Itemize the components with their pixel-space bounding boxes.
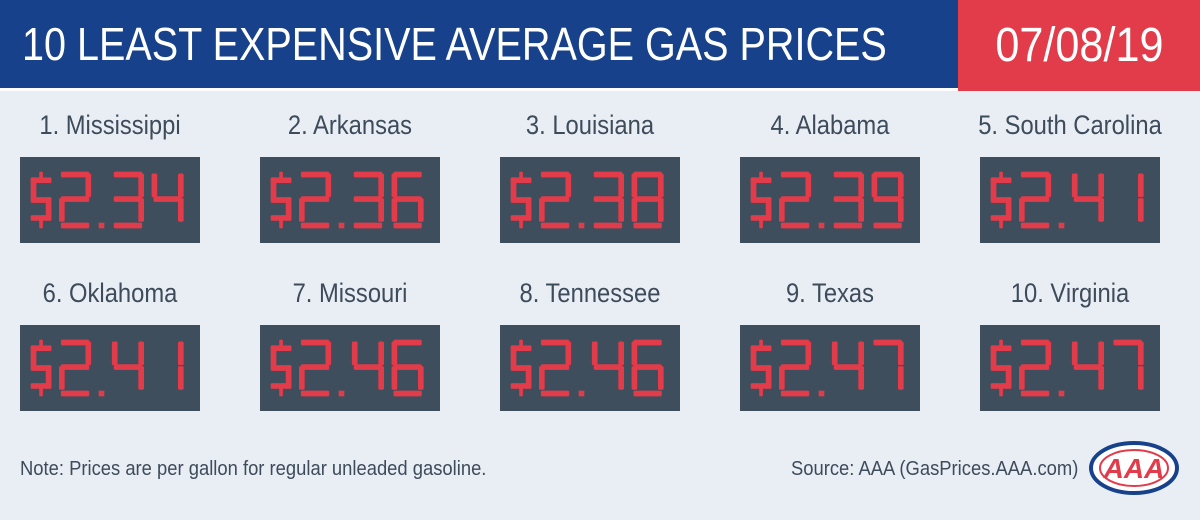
header: 10 LEAST EXPENSIVE AVERAGE GAS PRICES 07… — [0, 0, 1200, 91]
dollar-sign — [990, 171, 1012, 229]
decimal-point — [338, 222, 345, 229]
decimal-point — [1058, 390, 1065, 397]
digit-6 — [391, 339, 424, 397]
state-label: 2. Arkansas — [287, 110, 413, 140]
state-label: 10. Virginia — [1010, 278, 1130, 308]
seven-segment-price — [750, 171, 904, 229]
footer-source: Source: AAA (GasPrices.AAA.com) — [790, 458, 1078, 480]
dollar-sign — [270, 339, 292, 397]
seven-segment-price — [270, 339, 424, 397]
digit-6 — [631, 339, 664, 397]
dollar-sign — [30, 339, 52, 397]
dollar-sign — [750, 339, 772, 397]
state-label: 8. Tennessee — [519, 278, 661, 308]
dollar-sign — [510, 339, 532, 397]
price-display: $2.41 — [980, 157, 1160, 243]
seven-segment-price — [750, 339, 904, 397]
price-display: $2.39 — [740, 157, 920, 243]
decimal-point — [98, 390, 105, 397]
title-bar: 10 LEAST EXPENSIVE AVERAGE GAS PRICES — [0, 0, 958, 91]
digit-9 — [871, 171, 904, 229]
digit-2 — [1019, 171, 1052, 229]
state-label: 3. Louisiana — [525, 110, 655, 140]
price-display: $2.36 — [260, 157, 440, 243]
digit-8 — [631, 171, 664, 229]
date-badge: 07/08/19 — [958, 0, 1200, 91]
digit-6 — [391, 171, 424, 229]
digit-2 — [299, 339, 332, 397]
state-label: 1. Mississippi — [39, 110, 181, 140]
digit-2 — [59, 339, 92, 397]
decimal-point — [1058, 222, 1065, 229]
price-display: $2.47 — [740, 325, 920, 411]
price-display: $2.47 — [980, 325, 1160, 411]
logo-text: AAA — [1103, 453, 1165, 484]
state-label: 7. Missouri — [292, 278, 408, 308]
digit-1 — [178, 341, 184, 390]
state-label: 5. South Carolina — [978, 110, 1162, 140]
seven-segment-price — [990, 171, 1144, 229]
seven-segment-price — [30, 339, 184, 397]
decimal-point — [98, 222, 105, 229]
state-label: 6. Oklahoma — [42, 278, 178, 308]
dollar-sign — [270, 171, 292, 229]
digit-2 — [779, 171, 812, 229]
dollar-sign — [510, 171, 532, 229]
state-label: 4. Alabama — [770, 110, 890, 140]
digit-2 — [59, 171, 92, 229]
page-title: 10 LEAST EXPENSIVE AVERAGE GAS PRICES — [22, 18, 887, 70]
digit-4 — [1071, 341, 1104, 390]
decimal-point — [578, 390, 585, 397]
digit-2 — [539, 171, 572, 229]
price-display: $2.46 — [500, 325, 680, 411]
digit-1 — [1138, 173, 1144, 222]
state-label: 9. Texas — [785, 278, 875, 308]
digit-2 — [779, 339, 812, 397]
seven-segment-price — [990, 339, 1144, 397]
seven-segment-price — [270, 171, 424, 229]
decimal-point — [578, 222, 585, 229]
seven-segment-price — [510, 339, 664, 397]
dollar-sign — [30, 171, 52, 229]
digit-2 — [1019, 339, 1052, 397]
price-display: $2.41 — [20, 325, 200, 411]
dollar-sign — [990, 339, 1012, 397]
digit-7 — [1113, 339, 1144, 390]
decimal-point — [818, 222, 825, 229]
price-display: $2.34 — [20, 157, 200, 243]
date-text: 07/08/19 — [994, 19, 1164, 72]
digit-4 — [111, 341, 144, 390]
digit-4 — [351, 341, 384, 390]
digit-3 — [113, 171, 144, 229]
dollar-sign — [750, 171, 772, 229]
price-display: $2.46 — [260, 325, 440, 411]
footer-note: Note: Prices are per gallon for regular … — [20, 458, 487, 480]
digit-2 — [539, 339, 572, 397]
decimal-point — [818, 390, 825, 397]
digit-7 — [873, 339, 904, 390]
digit-4 — [831, 341, 864, 390]
seven-segment-price — [30, 171, 184, 229]
digit-3 — [353, 171, 384, 229]
aaa-logo-icon: AAA — [1089, 441, 1179, 495]
price-display: $2.38 — [500, 157, 680, 243]
seven-segment-price — [510, 171, 664, 229]
digit-4 — [591, 341, 624, 390]
digit-4 — [1071, 173, 1104, 222]
decimal-point — [338, 390, 345, 397]
digit-3 — [833, 171, 864, 229]
digit-2 — [299, 171, 332, 229]
digit-3 — [593, 171, 624, 229]
digit-4 — [151, 173, 184, 222]
